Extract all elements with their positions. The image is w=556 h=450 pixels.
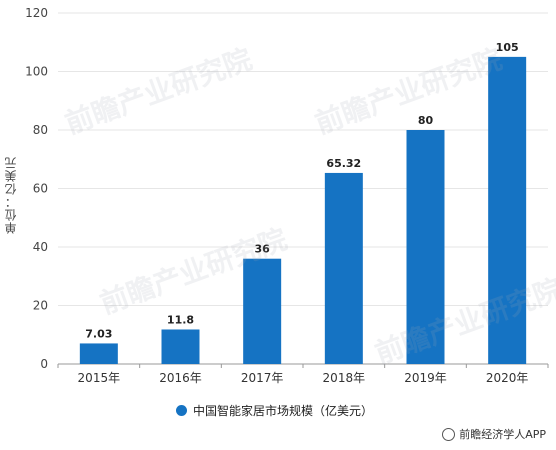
y-tick-label: 20 <box>33 299 48 313</box>
y-tick-label: 0 <box>40 357 48 371</box>
y-tick-label: 40 <box>33 240 48 254</box>
data-label: 11.8 <box>167 313 194 326</box>
data-label: 36 <box>255 243 271 256</box>
bar <box>79 343 118 364</box>
legend-marker <box>176 405 187 416</box>
credit-text: 前瞻经济学人APP <box>459 428 546 441</box>
bar <box>243 258 282 364</box>
bar <box>324 172 363 364</box>
y-axis-label: 单位：亿美元 <box>4 156 18 234</box>
y-tick-label: 120 <box>25 6 48 20</box>
y-tick-label: 80 <box>33 123 48 137</box>
bar <box>406 130 445 364</box>
x-tick-label: 2020年 <box>486 371 529 385</box>
x-tick-label: 2015年 <box>78 371 121 385</box>
bar <box>488 56 527 364</box>
data-label: 105 <box>496 41 519 54</box>
source-credit: 前瞻经济学人APP <box>442 426 546 442</box>
x-tick-label: 2016年 <box>159 371 202 385</box>
legend: 中国智能家居市场规模（亿美元） <box>176 402 373 419</box>
x-tick-label: 2018年 <box>323 371 366 385</box>
x-tick-label: 2019年 <box>404 371 447 385</box>
x-tick-label: 2017年 <box>241 371 284 385</box>
bar <box>161 329 200 364</box>
logo-icon <box>442 427 456 441</box>
y-tick-label: 100 <box>25 65 48 79</box>
legend-label: 中国智能家居市场规模（亿美元） <box>193 404 374 418</box>
y-tick-label: 60 <box>33 182 48 196</box>
data-label: 80 <box>418 114 434 127</box>
data-label: 7.03 <box>85 327 112 340</box>
data-label: 65.32 <box>326 157 361 170</box>
